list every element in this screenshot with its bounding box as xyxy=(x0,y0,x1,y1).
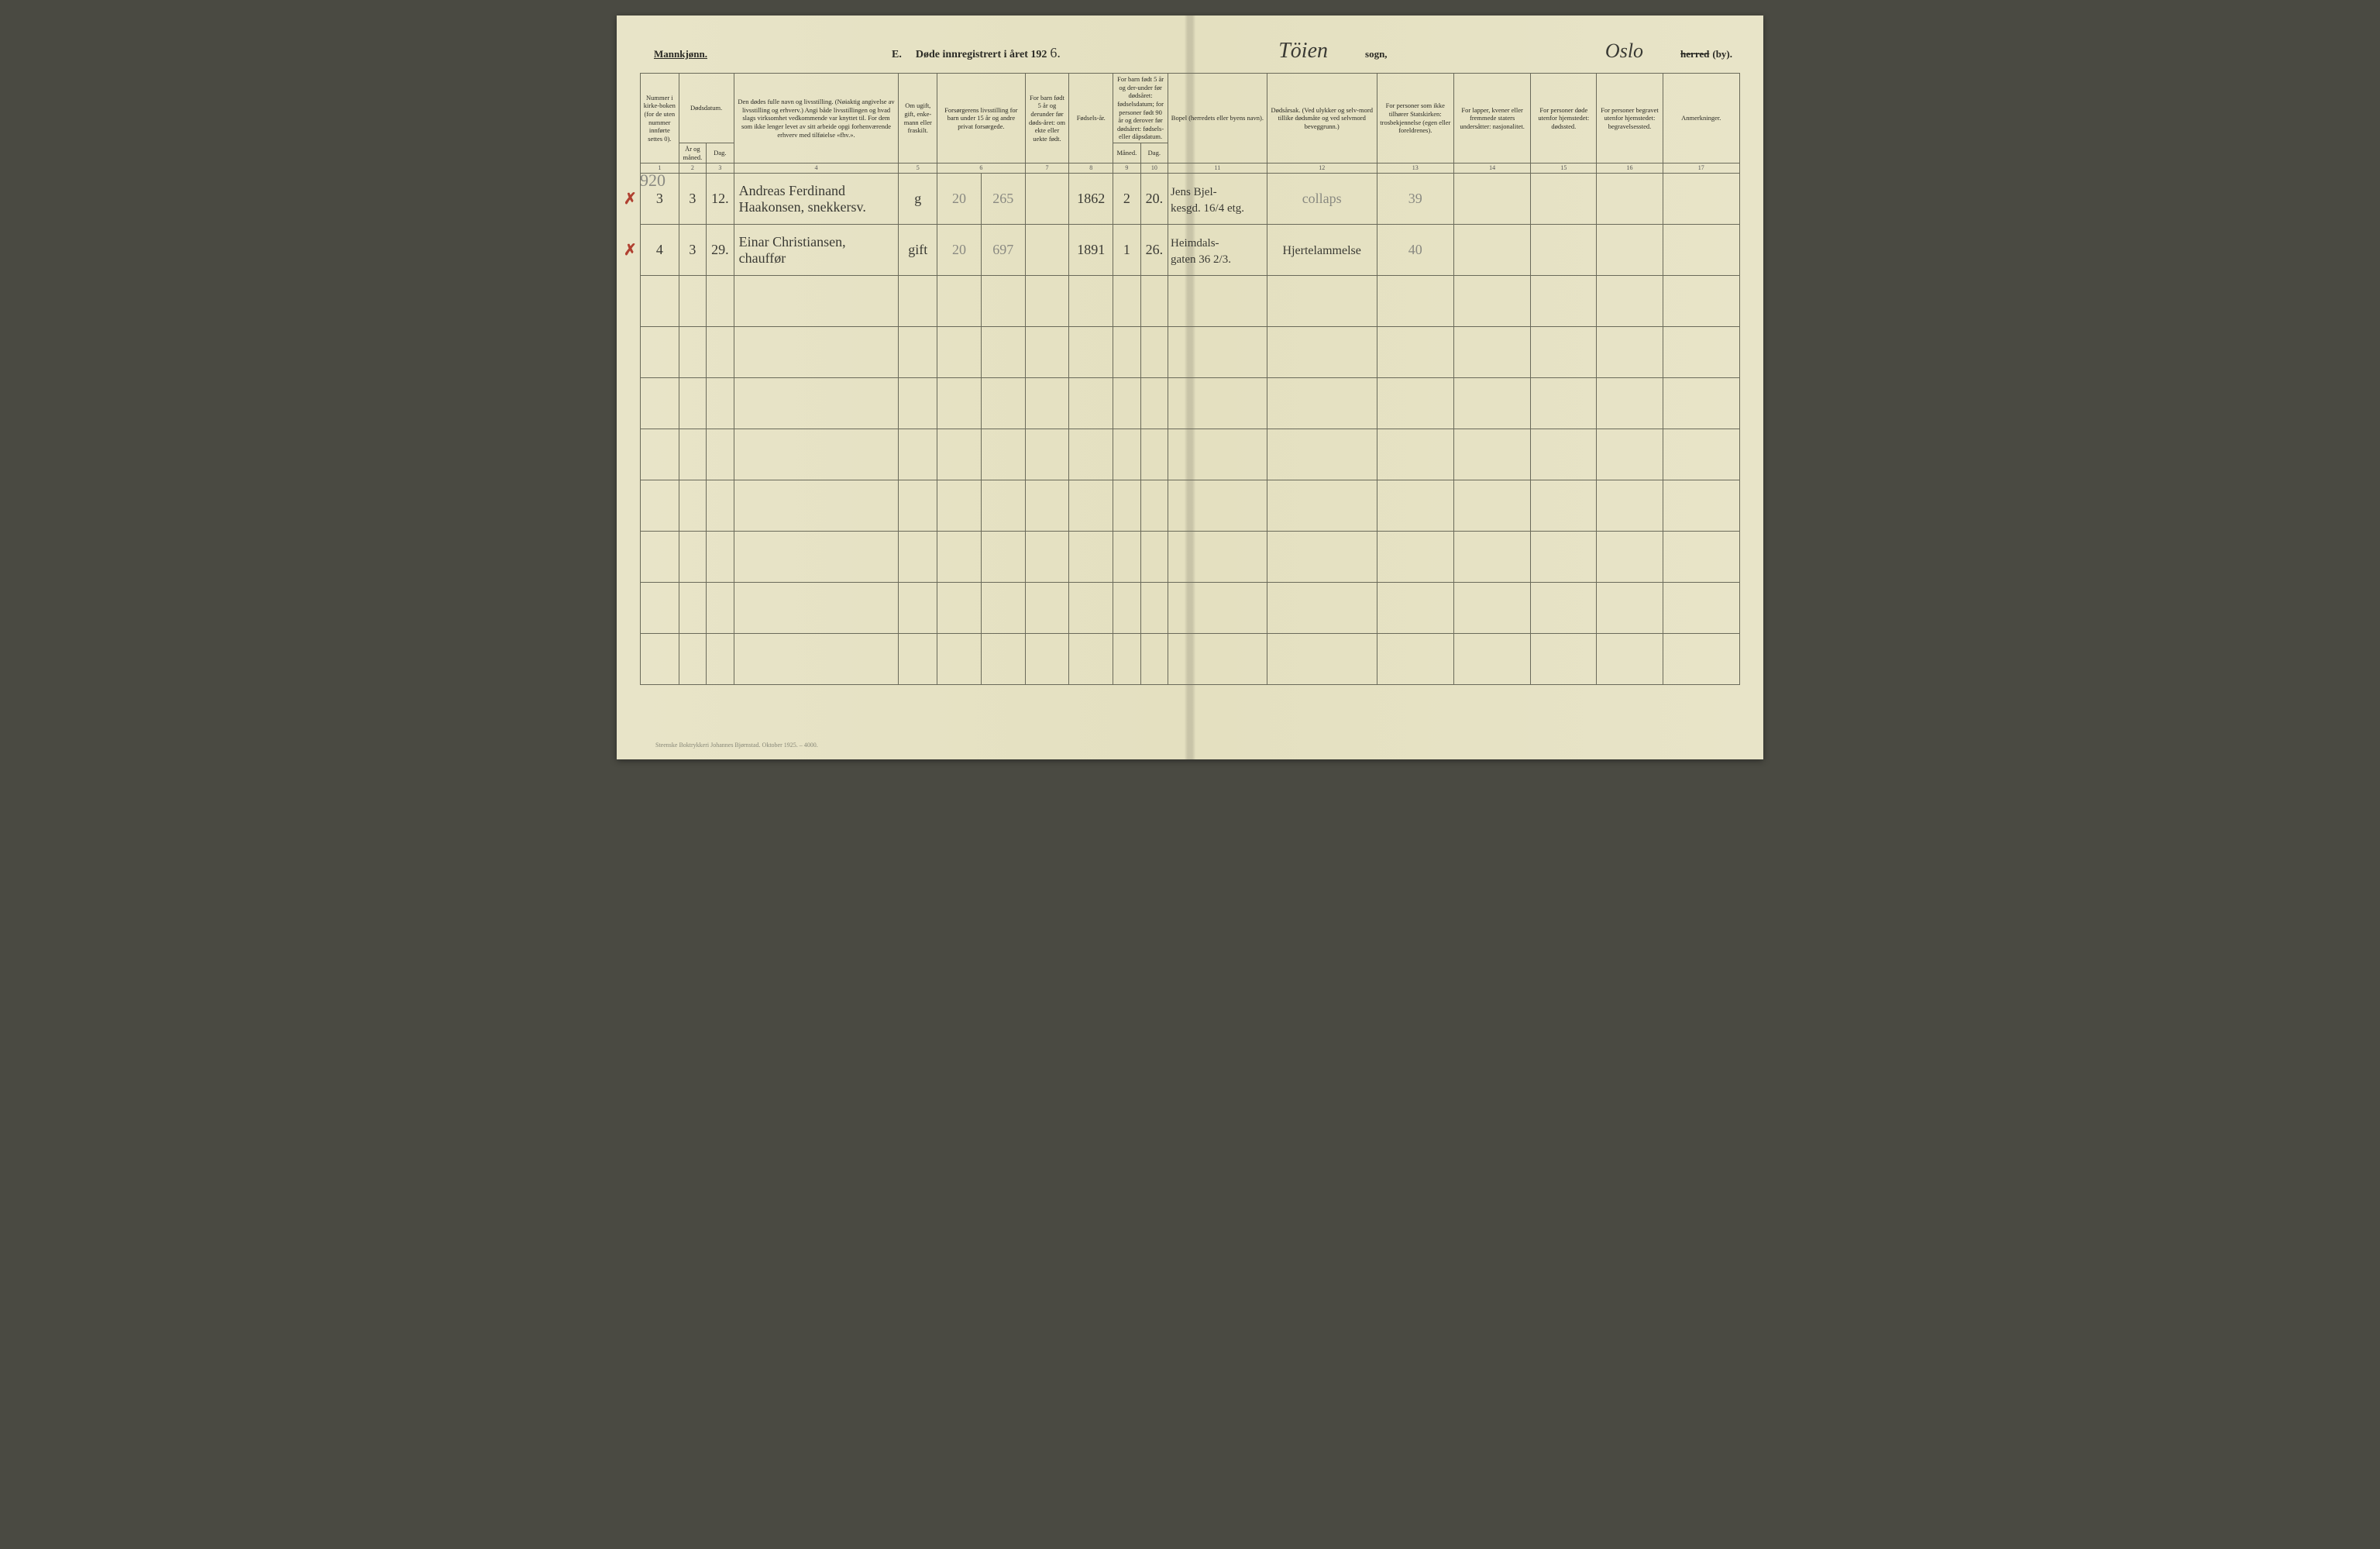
red-check-mark: ✗ xyxy=(624,240,637,260)
col14 xyxy=(1453,225,1530,276)
col-num: 6 xyxy=(937,164,1026,174)
col14 xyxy=(1453,174,1530,225)
col-header: For personer som ikke tilhører Statskirk… xyxy=(1377,74,1453,164)
col-num: 16 xyxy=(1597,164,1663,174)
birth-year: 1891 xyxy=(1077,242,1105,257)
col17 xyxy=(1663,225,1739,276)
table-row-empty xyxy=(641,532,1740,583)
col-header: Om ugift, gift, enke-mann eller fraskilt… xyxy=(899,74,937,164)
table-row-empty xyxy=(641,378,1740,429)
herred-label: herred xyxy=(1680,48,1709,60)
table-row: ✗ 3 3 12. Andreas Ferdinand Haakonsen, s… xyxy=(641,174,1740,225)
marital-status: gift xyxy=(908,242,927,257)
col-subheader: Måned. xyxy=(1113,143,1140,164)
col15 xyxy=(1531,174,1597,225)
year-digit: 6. xyxy=(1050,45,1061,61)
col-num: 4 xyxy=(734,164,899,174)
col-header: Nummer i kirke-boken (for de uten nummer… xyxy=(641,74,679,164)
col-header: Dødsdatum. xyxy=(679,74,734,143)
herred-by: herred (by). xyxy=(1680,47,1732,61)
birth-month: 2 xyxy=(1123,191,1130,206)
table-row-empty xyxy=(641,429,1740,480)
col-header: For barn født 5 år og der-under før døds… xyxy=(1113,74,1168,143)
gender-label: Mannkjønn. xyxy=(654,48,707,60)
page-header: Mannkjønn. E. Døde innregistrert i året … xyxy=(640,39,1740,73)
death-month: 3 xyxy=(689,242,696,257)
death-month: 3 xyxy=(689,191,696,206)
col-subheader: År og måned. xyxy=(679,143,706,164)
col-num: 17 xyxy=(1663,164,1739,174)
birth-year: 1862 xyxy=(1077,191,1105,206)
col15 xyxy=(1531,225,1597,276)
col-num: 12 xyxy=(1267,164,1377,174)
col17 xyxy=(1663,174,1739,225)
col6b: 697 xyxy=(992,242,1013,257)
col-num: 3 xyxy=(707,164,734,174)
col-header: For personer begravet utenfor hjemstedet… xyxy=(1597,74,1663,164)
col-num: 10 xyxy=(1140,164,1168,174)
col-header: Dødsårsak. (Ved ulykker og selv-mord til… xyxy=(1267,74,1377,164)
table-row-empty xyxy=(641,634,1740,685)
col-header: Anmerkninger. xyxy=(1663,74,1739,164)
col-header: For barn født 5 år og derunder før døds-… xyxy=(1025,74,1069,164)
entry-number: 3 xyxy=(656,191,663,206)
col-header: Forsørgerens livsstilling for barn under… xyxy=(937,74,1026,164)
name-occupation: Einar Christiansen, chauffør xyxy=(739,234,846,266)
col-header: Den dødes fulle navn og livsstilling. (N… xyxy=(734,74,899,164)
col6a: 20 xyxy=(952,191,966,206)
entry-number: 4 xyxy=(656,242,663,257)
col16 xyxy=(1597,174,1663,225)
table-body: ✗ 3 3 12. Andreas Ferdinand Haakonsen, s… xyxy=(641,174,1740,685)
red-check-mark: ✗ xyxy=(624,189,637,208)
death-day: 29. xyxy=(711,242,729,257)
printer-footer: Steenske Boktrykkeri Johannes Bjørnstad.… xyxy=(655,742,818,749)
table-row-empty xyxy=(641,276,1740,327)
residence: Heimdals- gaten 36 2/3. xyxy=(1171,237,1231,266)
col-num: 13 xyxy=(1377,164,1453,174)
col-num: 5 xyxy=(899,164,937,174)
birth-day: 20. xyxy=(1146,191,1164,206)
col13: 40 xyxy=(1408,242,1422,257)
col-num: 9 xyxy=(1113,164,1140,174)
name-occupation: Andreas Ferdinand Haakonsen, snekkersv. xyxy=(739,183,866,215)
col-num: 11 xyxy=(1168,164,1267,174)
col-subheader: Dag. xyxy=(707,143,734,164)
col-header: Bopel (herredets eller byens navn). xyxy=(1168,74,1267,164)
col-header: For personer døde utenfor hjemstedet: dø… xyxy=(1531,74,1597,164)
by-label: (by). xyxy=(1712,48,1732,60)
col-header: For lapper, kvener eller fremmede stater… xyxy=(1453,74,1530,164)
col-num: 14 xyxy=(1453,164,1530,174)
ledger-page: 9 20 Mannkjønn. E. Døde innregistrert i å… xyxy=(617,15,1763,759)
col-header: Fødsels-år. xyxy=(1069,74,1113,164)
birth-month: 1 xyxy=(1123,242,1130,257)
district-name: Oslo xyxy=(1605,40,1643,63)
col6b: 265 xyxy=(992,191,1013,206)
cause-of-death: collaps xyxy=(1302,191,1342,206)
table-row: ✗ 4 3 29. Einar Christiansen, chauffør g… xyxy=(641,225,1740,276)
col13: 39 xyxy=(1408,191,1422,206)
death-day: 12. xyxy=(711,191,729,206)
sogn-label: sogn, xyxy=(1365,48,1388,60)
table-row-empty xyxy=(641,480,1740,532)
marital-status: g xyxy=(914,191,921,206)
ledger-table: Nummer i kirke-boken (for de uten nummer… xyxy=(640,73,1740,685)
title-prefix: Døde innregistrert i året 192 xyxy=(916,49,1047,61)
col-num: 7 xyxy=(1025,164,1069,174)
table-row-empty xyxy=(641,327,1740,378)
col-num: 15 xyxy=(1531,164,1597,174)
form-letter: E. xyxy=(892,49,902,61)
parish-name: Töien xyxy=(1278,39,1328,64)
col-num: 8 xyxy=(1069,164,1113,174)
birth-day: 26. xyxy=(1146,242,1164,257)
col16 xyxy=(1597,225,1663,276)
residence: Jens Bjel- kesgd. 16/4 etg. xyxy=(1171,186,1244,215)
col6a: 20 xyxy=(952,242,966,257)
table-row-empty xyxy=(641,583,1740,634)
col-num: 2 xyxy=(679,164,706,174)
table-header: Nummer i kirke-boken (for de uten nummer… xyxy=(641,74,1740,174)
col-subheader: Dag. xyxy=(1140,143,1168,164)
cause-of-death: Hjertelammelse xyxy=(1283,244,1361,257)
